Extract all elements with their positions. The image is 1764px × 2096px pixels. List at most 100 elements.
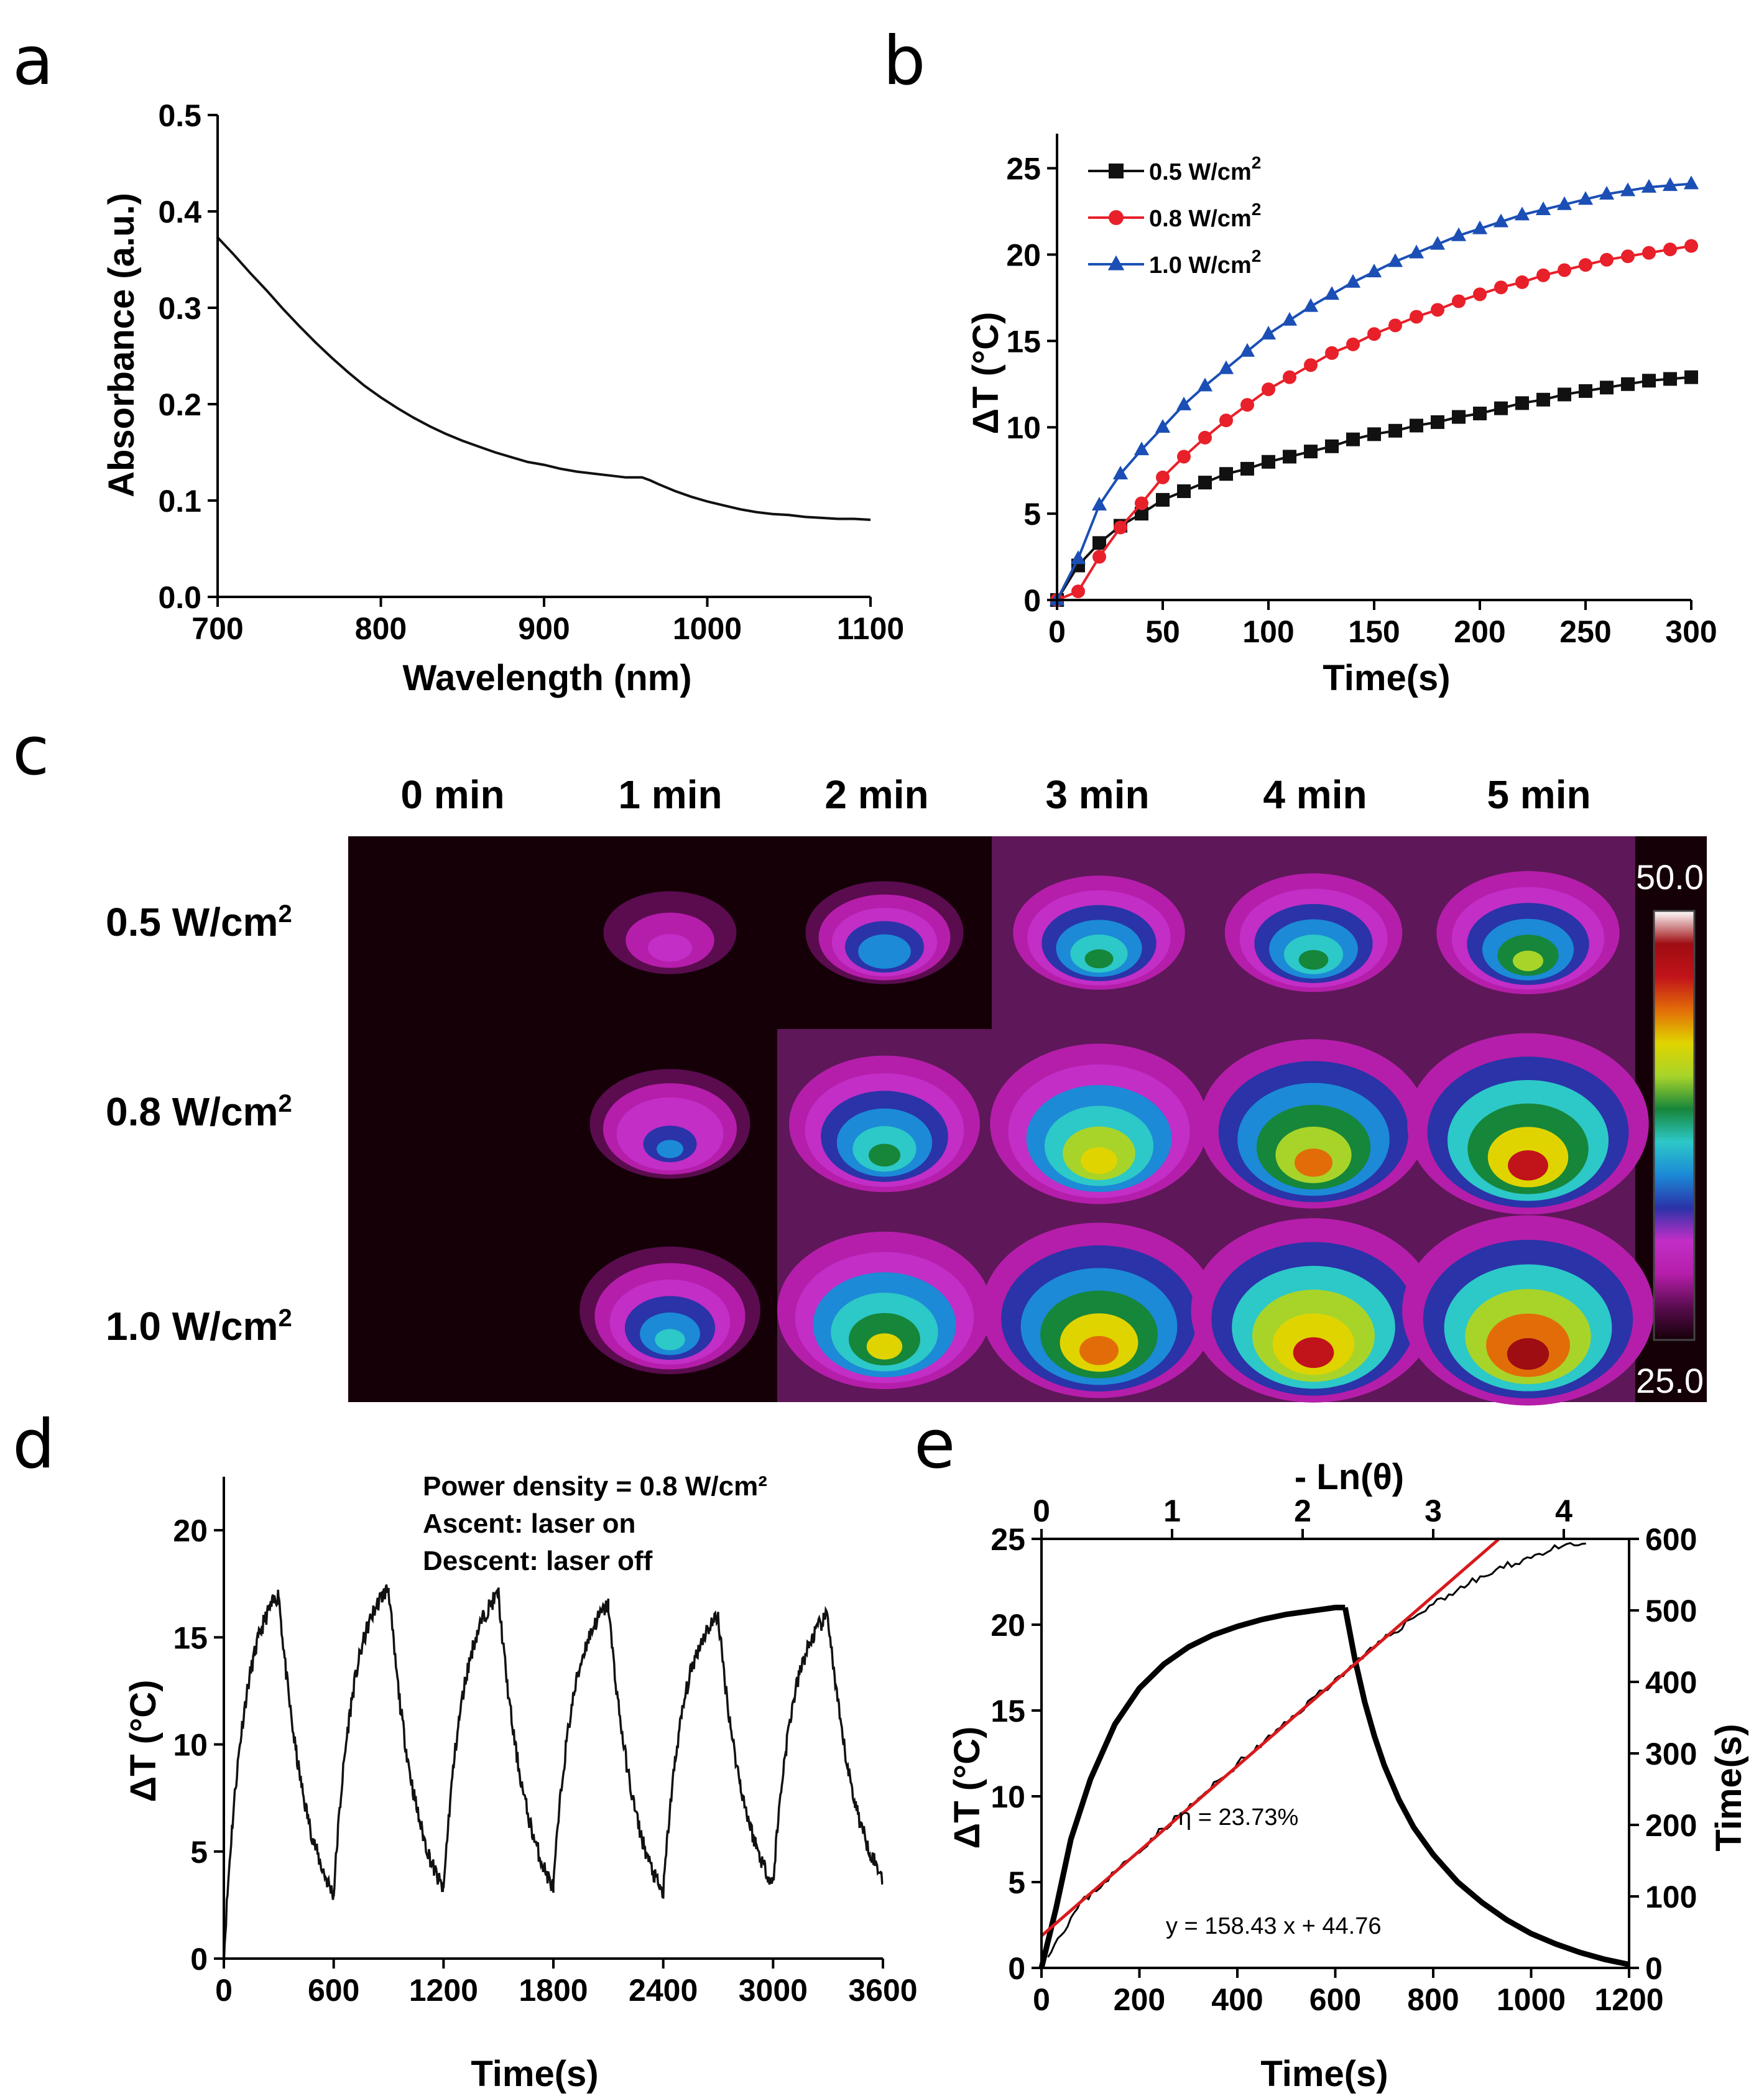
colorbar-max-label: 50.0 — [1636, 857, 1704, 897]
x-tick-label: 200 — [1114, 1982, 1165, 2017]
absorbance-line — [216, 236, 871, 521]
x-tick-label: 1100 — [837, 611, 904, 646]
isotherm-ring — [868, 1143, 901, 1167]
a-x-axis-label: Wavelength (nm) — [402, 658, 691, 698]
y-tick-label: 5 — [1008, 1865, 1025, 1900]
thermal-cell-r2-c4 — [1191, 1218, 1436, 1403]
series-line-2 — [1056, 182, 1692, 601]
y-tick-label: 25 — [991, 1522, 1025, 1557]
y2-tick-label: 600 — [1645, 1522, 1697, 1557]
x-tick-label: 300 — [1665, 614, 1717, 649]
panel-letter-d: d — [12, 1406, 55, 1484]
y2-tick-label: 100 — [1645, 1880, 1697, 1914]
data-point-0 — [1642, 374, 1656, 388]
data-point-1 — [1494, 280, 1508, 295]
data-point-1 — [1473, 287, 1487, 302]
isotherm-ring — [1079, 1336, 1119, 1365]
isotherm-ring — [1512, 950, 1544, 971]
x-tick-label: 100 — [1242, 614, 1294, 649]
data-point-2 — [1535, 201, 1551, 216]
d-y-axis-label: ΔT (°C) — [123, 1680, 164, 1803]
data-point-1 — [1536, 268, 1550, 282]
data-point-2 — [1091, 497, 1107, 511]
y2-tick-label: 300 — [1645, 1737, 1697, 1771]
e-annotation-eta: η = 23.73% — [1178, 1804, 1298, 1831]
legend-marker-0 — [1109, 164, 1124, 178]
data-point-2 — [1155, 419, 1171, 433]
thermal-cell-r1-c1 — [589, 1069, 750, 1179]
b-y-axis-label: ΔT (°C) — [966, 312, 1006, 435]
data-point-2 — [1683, 175, 1699, 190]
row-label: 0.5 W/cm2 — [106, 900, 292, 944]
data-point-1 — [1177, 450, 1191, 464]
x-tick-label: 900 — [518, 611, 570, 646]
data-point-0 — [1579, 384, 1592, 398]
x-tick-label: 1000 — [1497, 1982, 1566, 2017]
data-point-2 — [1239, 343, 1255, 357]
data-point-1 — [1092, 550, 1106, 564]
x2-tick-label: 0 — [1033, 1494, 1050, 1528]
colorbar-min-label: 25.0 — [1636, 1361, 1704, 1400]
panel-letter-a: a — [12, 22, 53, 100]
d-x-axis-label: Time(s) — [471, 2054, 598, 2094]
data-point-0 — [1325, 439, 1339, 453]
data-point-2 — [1514, 206, 1530, 221]
x-tick-label: 400 — [1211, 1982, 1263, 2017]
isotherm-ring — [1084, 949, 1114, 969]
isotherm-ring — [1508, 1150, 1548, 1181]
data-point-2 — [1176, 396, 1192, 410]
x-tick-label: 3600 — [848, 1973, 917, 2008]
data-point-2 — [1493, 213, 1509, 228]
data-point-1 — [1135, 496, 1148, 510]
x-tick-label: 0 — [215, 1973, 233, 2008]
thermal-cell-r2-c1 — [580, 1246, 760, 1375]
isotherm-ring — [1507, 1338, 1549, 1370]
y-tick-label: 25 — [1006, 152, 1041, 187]
x-tick-label: 1000 — [673, 611, 742, 646]
data-point-2 — [1472, 220, 1488, 234]
data-point-1 — [1621, 249, 1635, 264]
data-point-2 — [1366, 264, 1382, 278]
x-tick-label: 250 — [1559, 614, 1611, 649]
data-point-2 — [1324, 286, 1340, 300]
thermal-cell-r1-c2 — [777, 1029, 992, 1219]
y-tick-label: 0.3 — [158, 291, 201, 326]
x-tick-label: 700 — [192, 611, 243, 646]
data-point-0 — [1367, 427, 1381, 441]
y-tick-label: 0.0 — [158, 580, 201, 615]
x2-tick-label: 4 — [1555, 1494, 1572, 1528]
thermal-cell-r0-c1 — [603, 891, 737, 974]
data-point-0 — [1283, 450, 1296, 464]
y-tick-label: 0.2 — [158, 387, 201, 422]
y-tick-label: 20 — [991, 1608, 1025, 1643]
column-label: 0 min — [400, 772, 504, 817]
data-point-1 — [1262, 382, 1275, 397]
y2-tick-label: 500 — [1645, 1594, 1697, 1628]
data-point-1 — [1388, 318, 1402, 333]
y2-tick-label: 200 — [1645, 1808, 1697, 1843]
data-point-1 — [1558, 263, 1571, 277]
legend-superscript-2: 2 — [1252, 246, 1262, 265]
thermal-cell-r1-c5 — [1407, 1029, 1649, 1219]
x-tick-label: 800 — [355, 611, 407, 646]
thermal-cell-r0-c3 — [992, 836, 1206, 1029]
data-point-2 — [1303, 298, 1319, 312]
thermal-cell-r2-c2 — [777, 1219, 992, 1402]
data-point-0 — [1452, 410, 1466, 424]
data-point-0 — [1494, 401, 1508, 415]
data-point-2 — [1577, 191, 1594, 205]
legend-label-2: 1.0 W/cm2 — [1149, 246, 1261, 279]
data-point-1 — [1304, 358, 1318, 372]
data-point-1 — [1452, 294, 1466, 308]
x-tick-label: 150 — [1348, 614, 1400, 649]
x2-tick-label: 2 — [1294, 1494, 1311, 1528]
isotherm-ring — [866, 1333, 903, 1360]
panel-letter-e: e — [914, 1406, 955, 1484]
isotherm-ring — [1294, 1148, 1333, 1177]
data-point-0 — [1684, 370, 1698, 384]
y-tick-label: 0.5 — [158, 98, 201, 133]
data-point-1 — [1325, 346, 1339, 360]
row-label: 1.0 W/cm2 — [106, 1304, 292, 1349]
data-point-2 — [1281, 312, 1298, 326]
